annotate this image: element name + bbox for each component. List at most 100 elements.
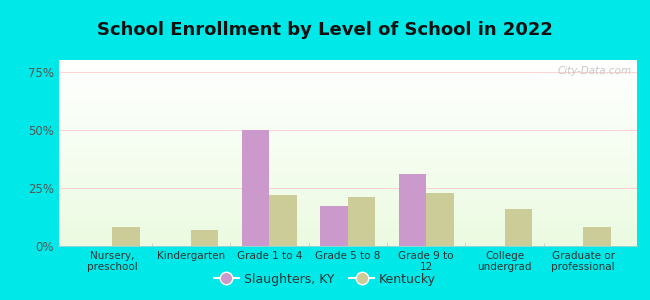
Bar	[58, 235, 637, 236]
Bar	[58, 168, 637, 169]
Bar	[58, 133, 637, 134]
Bar	[58, 120, 637, 122]
Bar	[58, 164, 637, 165]
Bar	[269, 195, 297, 246]
Bar	[58, 239, 637, 240]
Bar	[58, 138, 637, 139]
Bar	[58, 225, 637, 226]
Bar	[58, 81, 637, 82]
Bar	[58, 184, 637, 185]
Bar	[58, 178, 637, 179]
Bar	[58, 194, 637, 195]
Bar	[58, 126, 637, 127]
Bar	[58, 244, 637, 245]
Bar	[58, 179, 637, 180]
Bar	[58, 91, 637, 92]
Bar	[58, 236, 637, 237]
Bar	[58, 118, 637, 119]
Bar	[58, 181, 637, 182]
Bar	[58, 110, 637, 111]
Bar	[58, 243, 637, 244]
Bar	[58, 227, 637, 228]
Bar	[58, 198, 637, 199]
Bar	[58, 177, 637, 178]
Bar	[58, 212, 637, 214]
Bar	[58, 195, 637, 196]
Bar	[58, 215, 637, 216]
Bar	[58, 119, 637, 120]
Bar	[58, 206, 637, 207]
Bar	[58, 221, 637, 222]
Bar	[58, 115, 637, 116]
Bar	[58, 223, 637, 224]
Bar	[58, 216, 637, 217]
Bar	[58, 67, 637, 68]
Bar	[58, 112, 637, 113]
Bar	[58, 187, 637, 188]
Bar	[58, 103, 637, 104]
Bar	[58, 61, 637, 62]
Bar	[505, 209, 532, 246]
Bar	[58, 149, 637, 150]
Bar	[58, 158, 637, 159]
Bar	[112, 227, 140, 246]
Bar	[58, 107, 637, 108]
Bar	[426, 193, 454, 246]
Bar	[58, 166, 637, 167]
Bar	[58, 83, 637, 84]
Bar	[58, 108, 637, 109]
Bar	[58, 144, 637, 145]
Bar	[58, 139, 637, 140]
Bar	[58, 68, 637, 69]
Bar	[58, 202, 637, 203]
Bar	[58, 122, 637, 123]
Bar	[58, 84, 637, 85]
Bar	[58, 137, 637, 138]
Bar	[58, 71, 637, 72]
Bar	[58, 153, 637, 154]
Bar	[58, 199, 637, 200]
Bar	[58, 79, 637, 80]
Bar	[58, 147, 637, 148]
Bar	[58, 229, 637, 230]
Bar	[58, 100, 637, 101]
Bar	[58, 201, 637, 202]
Bar	[58, 73, 637, 74]
Bar	[58, 176, 637, 177]
Bar	[58, 141, 637, 142]
Bar	[398, 174, 426, 246]
Bar	[58, 80, 637, 81]
Bar	[58, 128, 637, 129]
Bar	[58, 214, 637, 215]
Bar	[58, 157, 637, 158]
Bar	[58, 150, 637, 151]
Bar	[58, 101, 637, 102]
Bar	[58, 182, 637, 183]
Bar	[58, 148, 637, 149]
Bar	[58, 175, 637, 176]
Bar	[58, 69, 637, 70]
Bar	[58, 242, 637, 243]
Bar	[58, 95, 637, 96]
Bar	[58, 140, 637, 141]
Bar	[58, 188, 637, 189]
Bar	[58, 203, 637, 204]
Bar	[58, 232, 637, 233]
Bar	[58, 143, 637, 144]
Bar	[58, 142, 637, 143]
Bar	[58, 228, 637, 229]
Bar	[58, 156, 637, 157]
Bar	[58, 117, 637, 118]
Bar	[58, 189, 637, 190]
Bar	[58, 173, 637, 174]
Bar	[58, 234, 637, 235]
Bar	[58, 118, 637, 119]
Bar	[58, 155, 637, 156]
Bar	[58, 196, 637, 197]
Bar	[58, 204, 637, 205]
Bar	[58, 224, 637, 225]
Bar	[58, 191, 637, 192]
Bar	[58, 86, 637, 87]
Bar	[58, 210, 637, 211]
Bar	[58, 99, 637, 100]
